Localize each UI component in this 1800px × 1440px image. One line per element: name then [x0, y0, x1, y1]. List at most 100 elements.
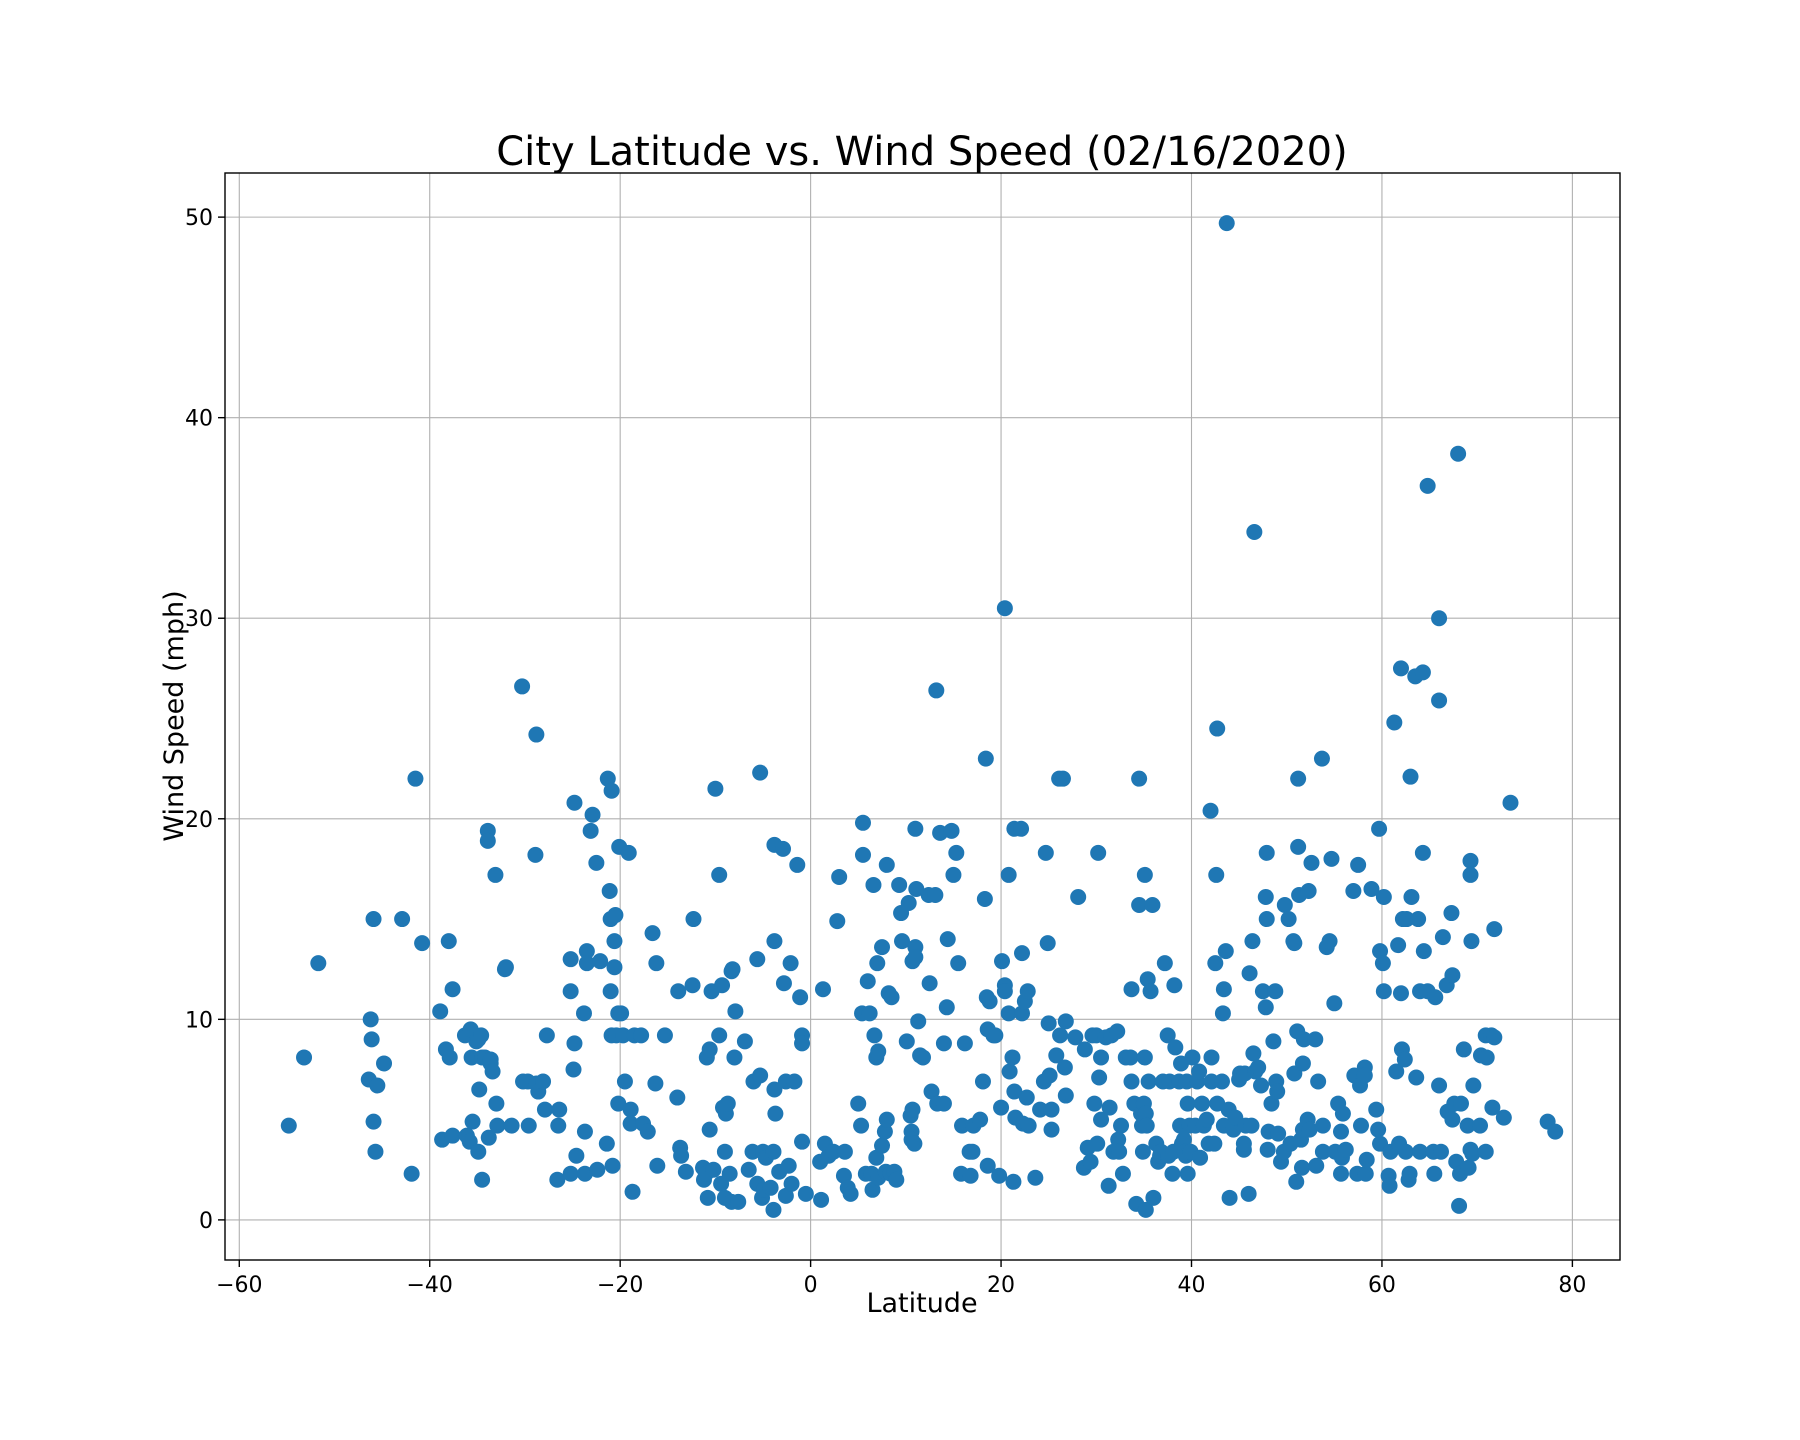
data-point: [1040, 1015, 1057, 1032]
x-tick-label: 20: [987, 1273, 1015, 1298]
data-point: [767, 1105, 784, 1122]
data-point: [1014, 945, 1031, 962]
data-point: [1269, 1083, 1286, 1100]
data-point: [831, 868, 848, 885]
data-point: [615, 1027, 632, 1044]
data-point: [1293, 1159, 1310, 1176]
data-point: [1207, 955, 1224, 972]
data-point: [656, 1027, 673, 1044]
data-point: [685, 911, 702, 928]
data-point: [1159, 1027, 1176, 1044]
data-point: [1018, 1089, 1035, 1106]
data-point: [814, 981, 831, 998]
data-point: [1093, 1111, 1110, 1128]
data-point: [1363, 880, 1380, 897]
data-point: [1321, 933, 1338, 950]
data-point: [928, 682, 945, 699]
data-point: [1484, 1099, 1501, 1116]
data-point: [900, 895, 917, 912]
data-point: [473, 1027, 490, 1044]
data-point: [1164, 1165, 1181, 1182]
data-point: [1057, 1013, 1074, 1030]
data-point: [813, 1191, 830, 1208]
data-point: [1465, 1077, 1482, 1094]
data-point: [836, 1143, 853, 1160]
data-point: [528, 726, 545, 743]
data-point: [835, 1167, 852, 1184]
data-point: [866, 1027, 883, 1044]
data-point: [369, 1077, 386, 1094]
data-point: [1198, 1111, 1215, 1128]
data-point: [464, 1113, 481, 1130]
data-point: [1372, 943, 1389, 960]
data-point: [562, 1165, 579, 1182]
data-point: [566, 794, 583, 811]
data-point: [1013, 820, 1030, 837]
data-point: [964, 1143, 981, 1160]
data-point: [935, 1035, 952, 1052]
data-point: [514, 678, 531, 695]
data-point: [797, 1185, 814, 1202]
data-point: [752, 1067, 769, 1084]
data-point: [1263, 1095, 1280, 1112]
data-point: [394, 911, 411, 928]
data-point: [1240, 1185, 1257, 1202]
data-point: [977, 750, 994, 767]
data-point: [1270, 1125, 1287, 1142]
y-tick-label: 0: [199, 1209, 213, 1234]
data-point: [310, 955, 327, 972]
data-point: [711, 866, 728, 883]
data-point: [1388, 1063, 1405, 1080]
data-point: [622, 1115, 639, 1132]
data-point: [943, 822, 960, 839]
data-point: [699, 1189, 716, 1206]
data-point: [1041, 1067, 1058, 1084]
data-point: [616, 1073, 633, 1090]
data-point: [1203, 1049, 1220, 1066]
data-point: [589, 1161, 606, 1178]
data-point: [766, 933, 783, 950]
axis-ticks: −60 −40 −20 0 20 40 60 80 0 10 20 30 40 50: [185, 206, 1586, 1298]
data-point: [904, 1101, 921, 1118]
data-point: [444, 1127, 461, 1144]
data-point: [1443, 905, 1460, 922]
data-point: [1039, 935, 1056, 952]
data-point: [1455, 1041, 1472, 1058]
data-point: [1265, 1033, 1282, 1050]
data-point: [987, 1027, 1004, 1044]
data-point: [996, 983, 1013, 1000]
data-point: [474, 1171, 491, 1188]
data-point: [1052, 1027, 1069, 1044]
data-point: [1370, 1121, 1387, 1138]
data-point: [954, 1117, 971, 1134]
data-point: [762, 1179, 779, 1196]
data-point: [1427, 989, 1444, 1006]
data-point: [1432, 1143, 1449, 1160]
y-tick-label: 30: [185, 607, 213, 632]
data-point: [471, 1081, 488, 1098]
y-tick-label: 20: [185, 808, 213, 833]
data-point: [606, 959, 623, 976]
data-point: [1090, 844, 1107, 861]
x-tick-label: −40: [407, 1273, 453, 1298]
data-point: [749, 951, 766, 968]
data-point: [1057, 1087, 1074, 1104]
data-point: [644, 925, 661, 942]
data-point: [950, 955, 967, 972]
data-point: [1415, 943, 1432, 960]
data-point: [592, 953, 609, 970]
data-point: [1014, 1005, 1031, 1022]
data-point: [647, 1075, 664, 1092]
data-point: [602, 983, 619, 1000]
data-point: [874, 939, 891, 956]
data-point: [603, 782, 620, 799]
data-point: [1431, 692, 1448, 709]
data-point: [714, 977, 731, 994]
data-point: [1502, 794, 1519, 811]
data-point: [1191, 1063, 1208, 1080]
x-axis-label: Latitude: [866, 1288, 977, 1319]
data-point: [1386, 714, 1403, 731]
data-point: [1444, 967, 1461, 984]
data-point: [1005, 1173, 1022, 1190]
data-point: [1114, 1165, 1131, 1182]
